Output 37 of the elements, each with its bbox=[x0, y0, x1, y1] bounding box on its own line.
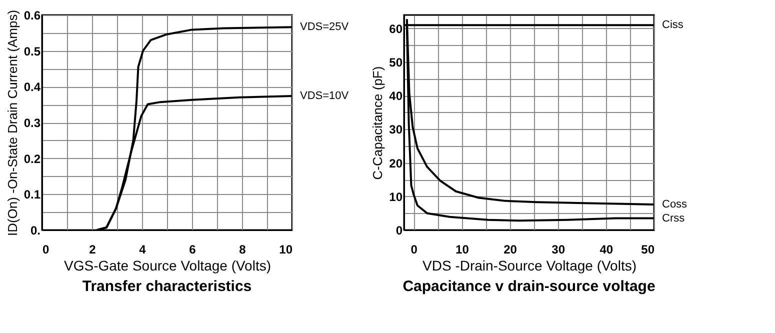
y-tick-label: 0.6 bbox=[24, 8, 41, 22]
x-tick-label: 2 bbox=[89, 242, 96, 256]
x-tick-label: 8 bbox=[239, 242, 246, 256]
y-tick-label: 60 bbox=[389, 22, 403, 36]
y-tick-label: 0.1 bbox=[24, 188, 41, 202]
x-tick-label: 0 bbox=[42, 242, 50, 256]
x-tick-label: 40 bbox=[600, 242, 614, 256]
y-tick-label: 0.4 bbox=[24, 80, 41, 94]
x-tick-label: 6 bbox=[189, 242, 196, 256]
y-axis-title: ID(On) -On-State Drain Current (Amps) bbox=[4, 10, 20, 236]
x-tick-label: 20 bbox=[504, 242, 518, 256]
y-tick-label: 50 bbox=[389, 56, 403, 70]
series-label: Ciss bbox=[662, 19, 684, 32]
y-tick-label: 30 bbox=[389, 122, 403, 137]
series-label: Coss bbox=[662, 198, 688, 210]
text: Transfer characteristics bbox=[82, 278, 252, 295]
x-tick-label: 0 bbox=[410, 242, 418, 256]
text: Capacitance v drain-source voltage bbox=[402, 278, 656, 295]
y-axis-title: C-Capacitance (pF) bbox=[370, 66, 386, 180]
series-label: VDS=25V bbox=[300, 21, 350, 34]
y-tick-label: 20 bbox=[389, 156, 403, 170]
x-tick-label: 10 bbox=[456, 242, 470, 256]
y-tick-label: 40 bbox=[389, 89, 403, 104]
x-tick-label: 10 bbox=[279, 242, 293, 256]
x-axis-title: VDS -Drain-Source Voltage (Volts) bbox=[422, 258, 636, 274]
x-tick-label: 4 bbox=[139, 242, 146, 256]
y-tick-label: 0 bbox=[396, 224, 403, 238]
x-tick-label: 30 bbox=[552, 242, 566, 256]
y-tick-label: 10 bbox=[389, 190, 403, 204]
series-label: Crss bbox=[662, 212, 686, 224]
y-tick-label: 0.2 bbox=[24, 152, 41, 166]
x-tick-label: 50 bbox=[641, 242, 655, 256]
y-tick-label: 0.5 bbox=[24, 44, 41, 58]
series-label: VDS=10V bbox=[300, 90, 350, 102]
y-tick-label: 0.3 bbox=[24, 116, 41, 130]
y-tick-label: 0. bbox=[30, 224, 40, 238]
x-axis-title: VGS-Gate Source Voltage (Volts) bbox=[64, 258, 271, 274]
